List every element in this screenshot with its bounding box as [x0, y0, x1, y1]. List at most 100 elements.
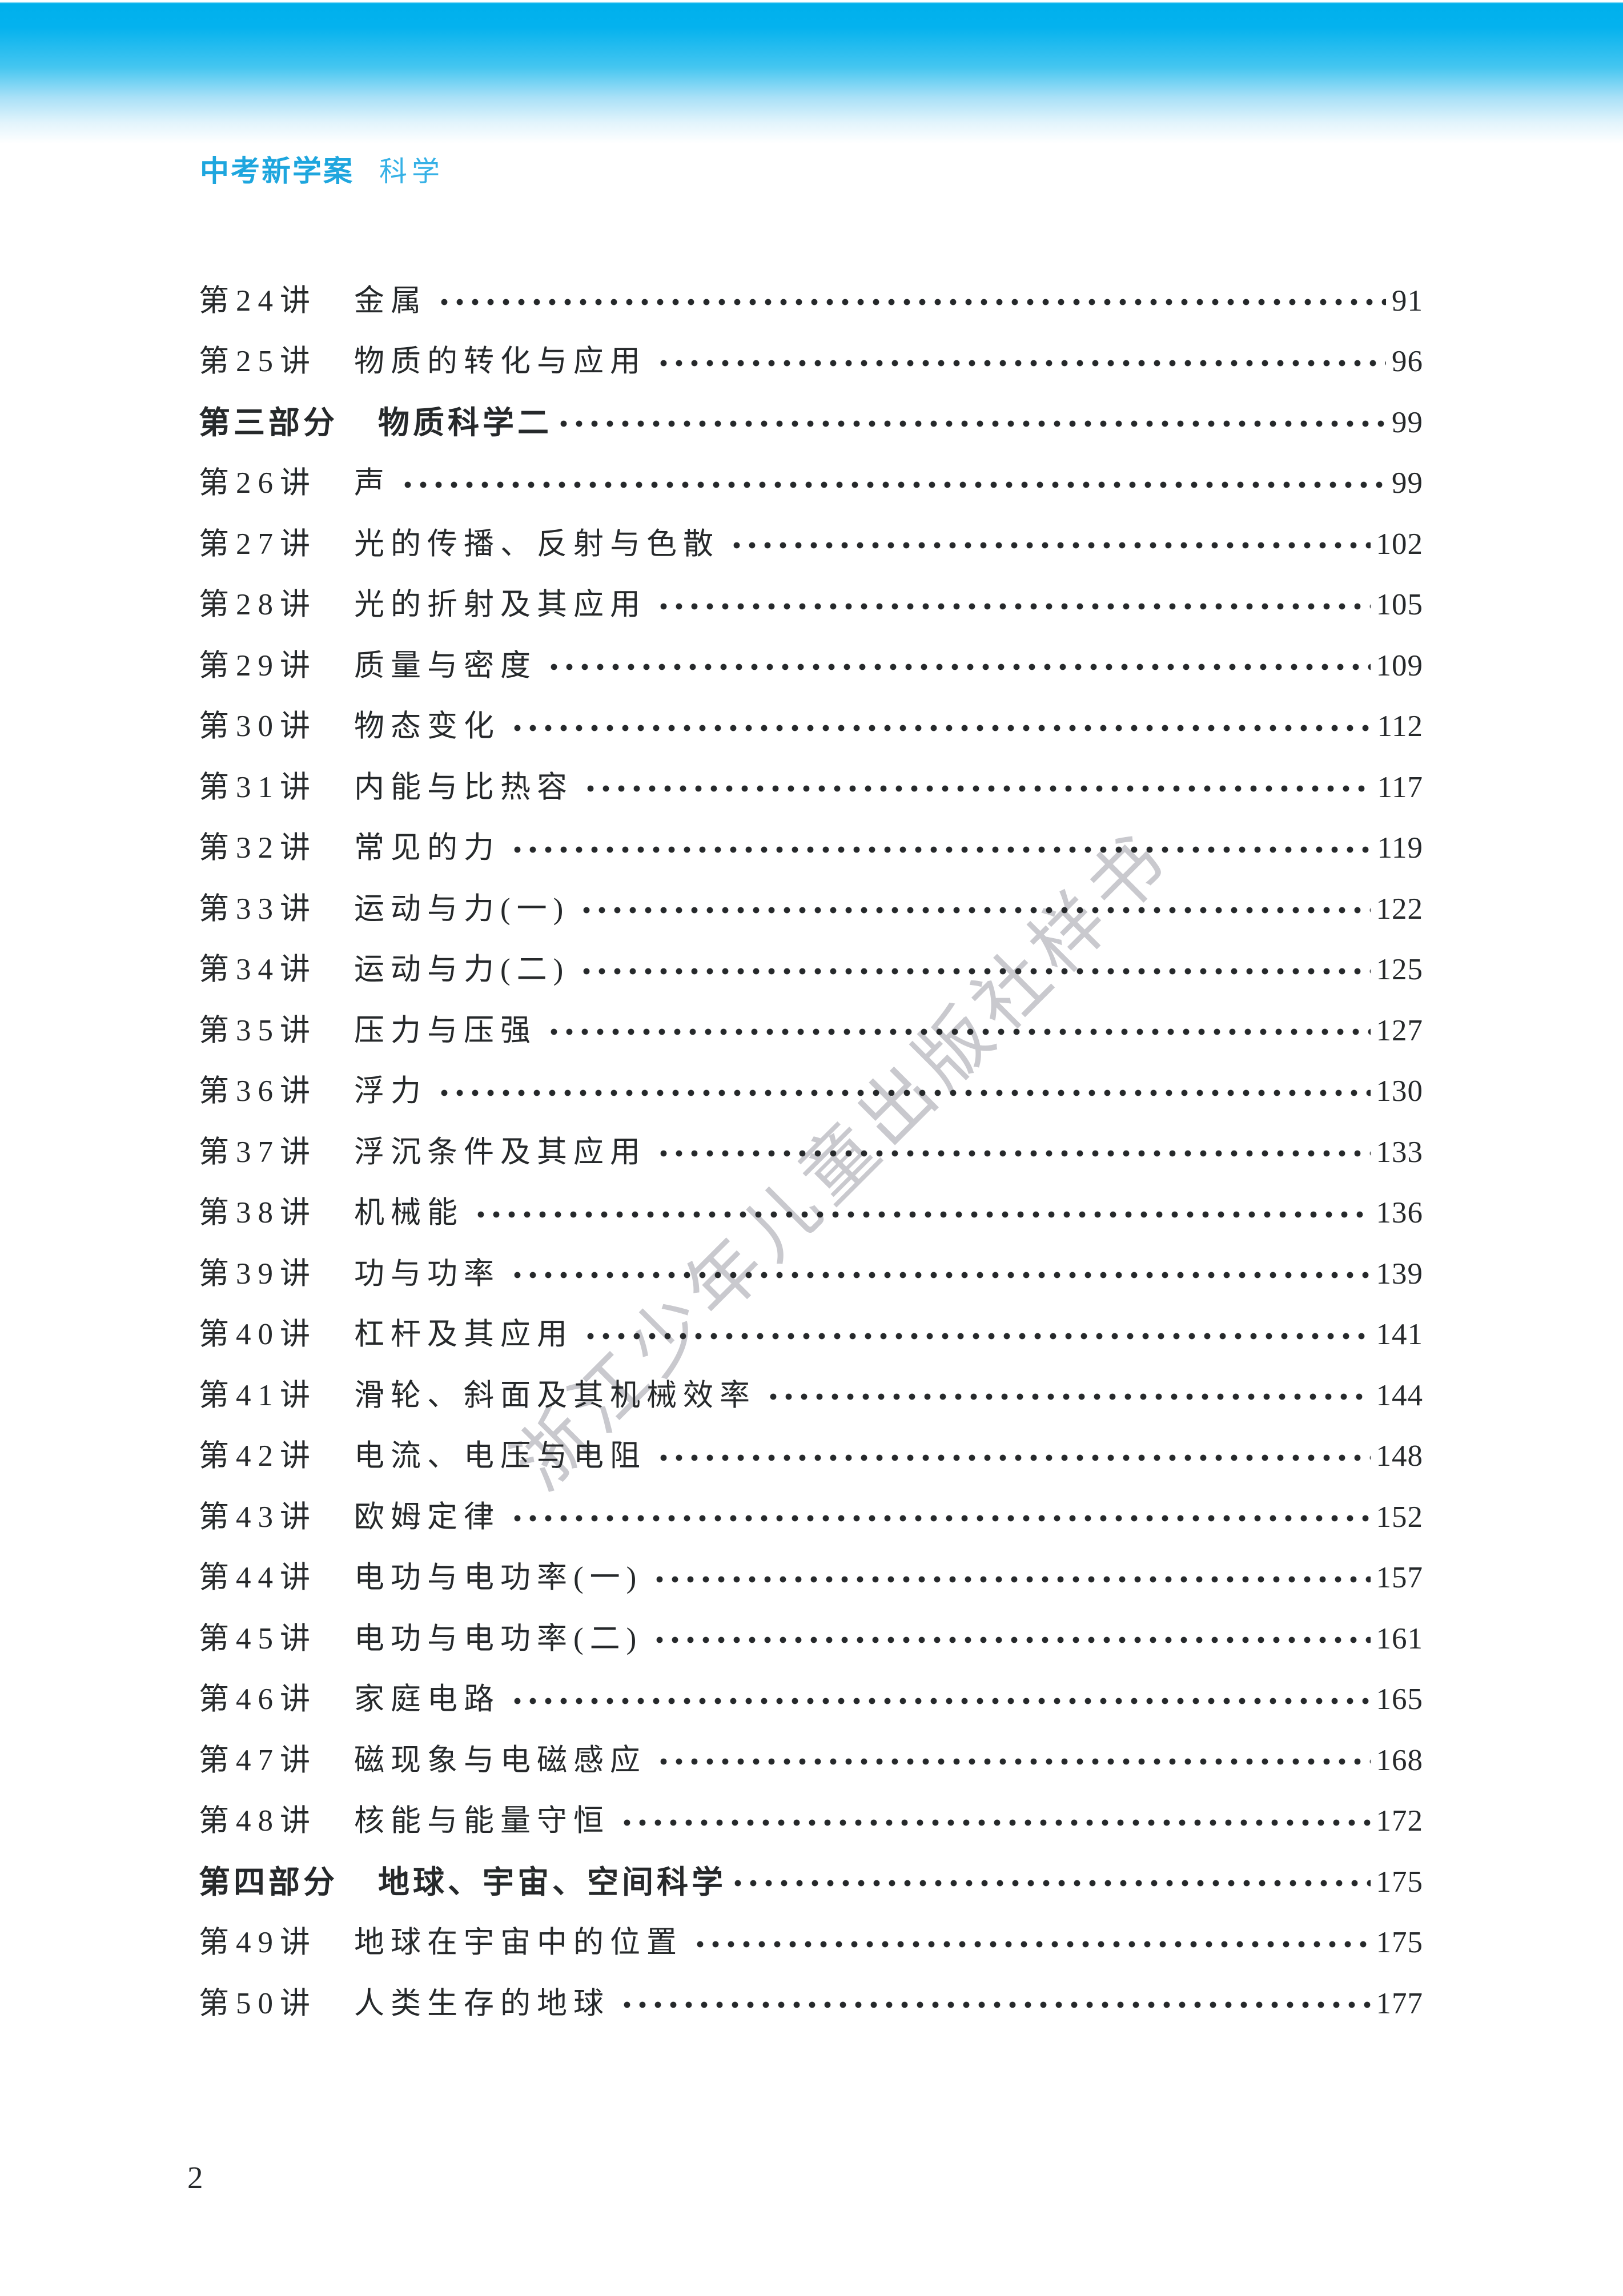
toc-row-label: 第43讲: [199, 1500, 317, 1534]
toc-row-label: 第25讲: [199, 345, 317, 379]
toc-row: 第47讲 磁现象与电磁感应 168: [199, 1730, 1423, 1791]
toc-row-title: 电功与电功率(二): [354, 1622, 643, 1655]
toc-row-title: 电功与电功率(一): [354, 1561, 643, 1595]
toc-row-title: 质量与密度: [354, 649, 537, 682]
toc-row: 第25讲 物质的转化与应用 96: [199, 332, 1423, 393]
toc-row-label: 第37讲: [199, 1135, 317, 1169]
toc-row-label: 第40讲: [199, 1318, 317, 1352]
toc-row: 第27讲 光的传播、反射与色散 102: [199, 514, 1423, 575]
toc-row-page: 144: [1376, 1378, 1423, 1412]
dot-leader: [514, 846, 1372, 853]
dot-leader: [624, 1819, 1371, 1826]
toc-row-title: 滑轮、斜面及其机械效率: [354, 1378, 756, 1412]
toc-row-label: 第50讲: [199, 1987, 317, 2020]
toc-row-page: 152: [1376, 1500, 1423, 1534]
toc-row-label: 第28讲: [199, 588, 317, 622]
toc-section-row: 第三部分 物质科学二 99: [199, 392, 1423, 453]
toc-row: 第44讲 电功与电功率(一) 157: [199, 1548, 1423, 1609]
toc-row-label: 第31讲: [199, 770, 317, 804]
dot-leader: [551, 664, 1371, 671]
toc-row-page: 136: [1376, 1196, 1423, 1230]
toc-row-title: 声: [354, 467, 391, 500]
dot-leader: [656, 1636, 1371, 1644]
dot-leader: [514, 724, 1372, 731]
toc-row-label: 第44讲: [199, 1561, 317, 1595]
subject-title: 科学: [379, 156, 445, 187]
toc-row-title: 机械能: [354, 1196, 464, 1230]
dot-leader: [583, 907, 1371, 914]
toc-row: 第37讲 浮沉条件及其应用 133: [199, 1122, 1423, 1183]
toc-row-label: 第49讲: [199, 1926, 317, 1960]
toc-row-page: 130: [1376, 1075, 1423, 1108]
toc-row: 第39讲 功与功率 139: [199, 1244, 1423, 1305]
toc-row-page: 177: [1376, 1987, 1423, 2020]
toc-row-page: 119: [1377, 831, 1423, 865]
toc-row-title: 地球、宇宙、空间科学: [378, 1864, 727, 1900]
toc-row: 第42讲 电流、电压与电阻 148: [199, 1426, 1423, 1487]
dot-leader: [441, 299, 1386, 306]
toc-row: 第49讲 地球在宇宙中的位置 175: [199, 1913, 1423, 1974]
dot-leader: [514, 1272, 1371, 1279]
dot-leader: [514, 1697, 1371, 1704]
toc-row-page: 127: [1376, 1014, 1423, 1047]
toc-row-page: 139: [1376, 1257, 1423, 1290]
toc-row-page: 161: [1376, 1622, 1423, 1655]
toc-row-title: 浮力: [354, 1075, 427, 1108]
toc-row-title: 电流、电压与电阻: [354, 1439, 646, 1473]
dot-leader: [404, 481, 1386, 488]
table-of-contents: 第24讲 金属 91 第25讲 物质的转化与应用 96 第三部分 物质科学二 99 第26讲 声 99…: [199, 271, 1423, 2034]
toc-row-page: 175: [1376, 1926, 1423, 1960]
toc-row-page: 125: [1376, 953, 1423, 987]
toc-row-page: 165: [1376, 1683, 1423, 1716]
dot-leader: [734, 1880, 1371, 1887]
dot-leader: [697, 1940, 1371, 1948]
toc-row: 第45讲 电功与电功率(二) 161: [199, 1609, 1423, 1670]
toc-row: 第24讲 金属 91: [199, 271, 1423, 332]
toc-row-page: 112: [1377, 710, 1423, 743]
toc-row-page: 157: [1376, 1561, 1423, 1595]
toc-row-label: 第39讲: [199, 1257, 317, 1290]
toc-row-title: 浮沉条件及其应用: [354, 1135, 646, 1169]
toc-row-title: 家庭电路: [354, 1683, 500, 1716]
toc-row: 第40讲 杠杆及其应用 141: [199, 1305, 1423, 1366]
toc-row-title: 物质科学二: [378, 404, 553, 440]
dot-leader: [551, 1028, 1371, 1036]
toc-row-label: 第三部分: [199, 404, 339, 440]
toc-row-title: 功与功率: [354, 1257, 500, 1290]
toc-row: 第35讲 压力与压强 127: [199, 1000, 1423, 1061]
toc-row: 第50讲 人类生存的地球 177: [199, 1973, 1423, 2034]
toc-row-page: 96: [1392, 345, 1423, 379]
toc-row-title: 物态变化: [354, 710, 500, 743]
toc-row-title: 内能与比热容: [354, 770, 573, 804]
toc-row-title: 光的传播、反射与色散: [354, 527, 720, 561]
toc-row: 第43讲 欧姆定律 152: [199, 1487, 1423, 1548]
toc-row-label: 第45讲: [199, 1622, 317, 1655]
toc-section-row: 第四部分 地球、宇宙、空间科学 175: [199, 1852, 1423, 1913]
dot-leader: [660, 359, 1386, 367]
dot-leader: [624, 2001, 1371, 2009]
toc-row-label: 第27讲: [199, 527, 317, 561]
toc-row-label: 第29讲: [199, 649, 317, 682]
dot-leader: [660, 1150, 1371, 1157]
toc-row-page: 99: [1392, 467, 1423, 500]
dot-leader: [441, 1089, 1371, 1096]
toc-row: 第30讲 物态变化 112: [199, 697, 1423, 758]
toc-row-page: 109: [1376, 649, 1423, 682]
toc-row: 第29讲 质量与密度 109: [199, 636, 1423, 697]
toc-row: 第48讲 核能与能量守恒 172: [199, 1791, 1423, 1852]
toc-row-title: 磁现象与电磁感应: [354, 1743, 646, 1777]
toc-row-title: 欧姆定律: [354, 1500, 500, 1534]
toc-row-label: 第四部分: [199, 1864, 339, 1900]
toc-row-page: 141: [1376, 1318, 1423, 1352]
dot-leader: [660, 602, 1371, 610]
toc-row: 第32讲 常见的力 119: [199, 818, 1423, 879]
toc-row-label: 第41讲: [199, 1378, 317, 1412]
toc-row-label: 第48讲: [199, 1804, 317, 1838]
toc-row-title: 光的折射及其应用: [354, 588, 646, 622]
toc-row-label: 第38讲: [199, 1196, 317, 1230]
toc-row: 第38讲 机械能 136: [199, 1183, 1423, 1244]
toc-row-title: 压力与压强: [354, 1014, 537, 1047]
series-title: 中考新学案: [200, 155, 355, 187]
dot-leader: [587, 785, 1372, 793]
toc-row: 第36讲 浮力 130: [199, 1061, 1423, 1123]
